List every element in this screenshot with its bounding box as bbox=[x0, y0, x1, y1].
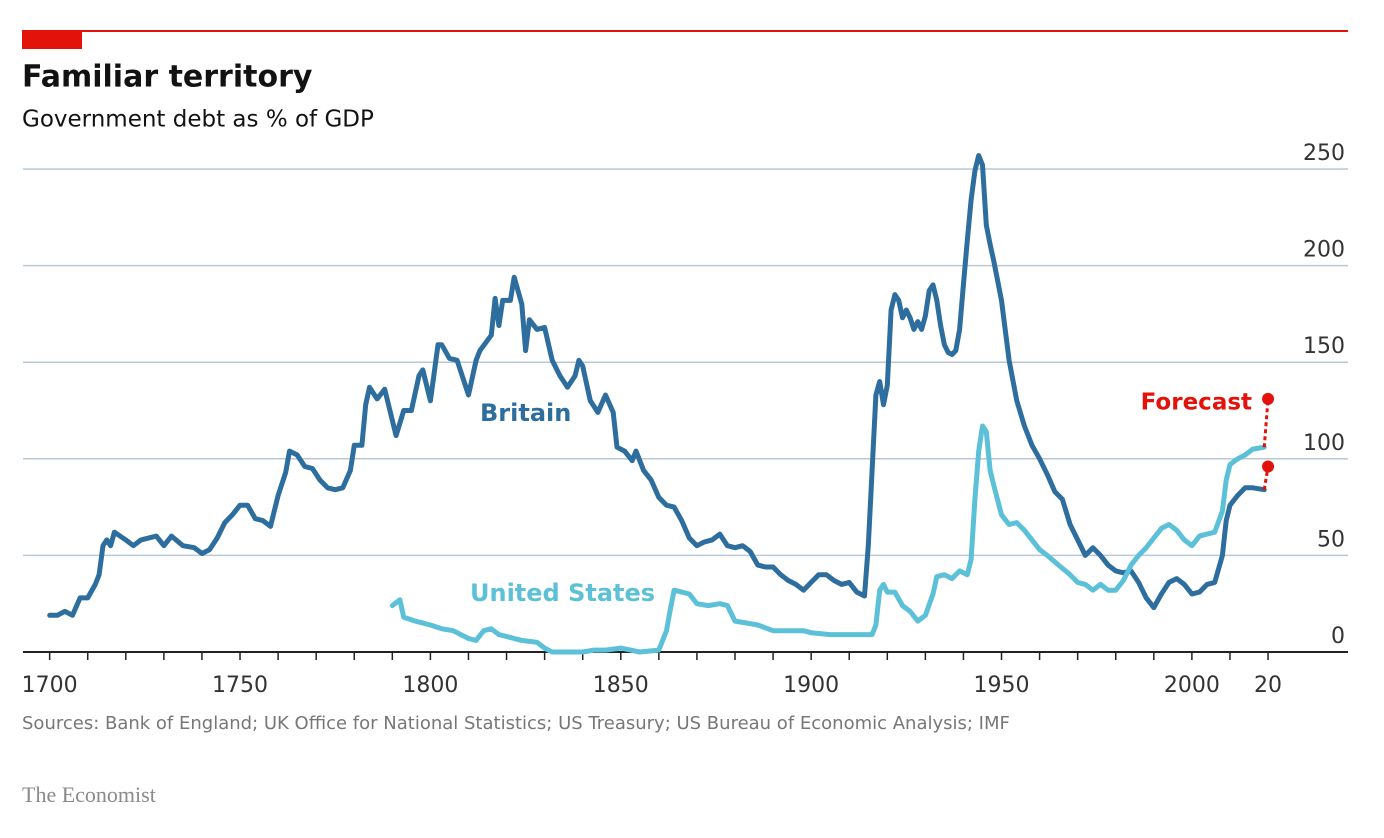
x-tick-label: 1750 bbox=[212, 673, 268, 698]
forecast-line bbox=[1262, 398, 1270, 448]
chart-subtitle: Government debt as % of GDP bbox=[22, 107, 374, 133]
series-label: Britain bbox=[480, 399, 571, 427]
series-label: United States bbox=[470, 579, 655, 607]
x-tick-label: 1700 bbox=[22, 673, 78, 698]
forecast-dot bbox=[1262, 392, 1275, 405]
y-tick-label: 50 bbox=[1317, 527, 1345, 552]
series-line bbox=[389, 423, 1267, 655]
top-tag bbox=[22, 31, 82, 49]
x-tick-label: 2000 bbox=[1164, 673, 1220, 698]
y-tick-label: 250 bbox=[1303, 141, 1345, 166]
chart-title: Familiar territory bbox=[22, 60, 313, 95]
y-tick-label: 150 bbox=[1303, 334, 1345, 359]
forecast-label: Forecast bbox=[1141, 389, 1252, 415]
x-tick-label: 1950 bbox=[974, 673, 1030, 698]
x-tick-label: 20 bbox=[1254, 673, 1282, 698]
forecast-dot bbox=[1262, 460, 1275, 473]
y-tick-label: 200 bbox=[1303, 238, 1345, 263]
forecast-line bbox=[1262, 466, 1270, 490]
source-note: Sources: Bank of England; UK Office for … bbox=[22, 713, 1010, 734]
brand: The Economist bbox=[22, 782, 156, 807]
series-line bbox=[47, 153, 1267, 618]
x-tick-label: 1800 bbox=[402, 673, 458, 698]
x-tick-label: 1850 bbox=[593, 673, 649, 698]
y-tick-label: 100 bbox=[1303, 431, 1345, 456]
y-tick-label: 0 bbox=[1331, 624, 1345, 649]
x-tick-label: 1900 bbox=[783, 673, 839, 698]
